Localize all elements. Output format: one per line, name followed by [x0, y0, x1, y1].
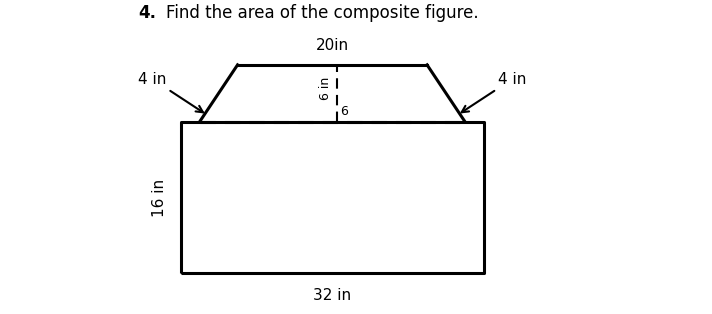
Text: 16 in: 16 in — [152, 178, 167, 217]
Text: 6: 6 — [340, 105, 347, 118]
Text: Find the area of the composite figure.: Find the area of the composite figure. — [167, 4, 479, 22]
Text: 6 in: 6 in — [319, 77, 333, 100]
Text: 20in: 20in — [315, 39, 349, 53]
Text: 4 in: 4 in — [461, 72, 527, 112]
Text: 32 in: 32 in — [313, 288, 352, 302]
Text: 4 in: 4 in — [138, 72, 203, 112]
Text: 4.: 4. — [138, 4, 156, 22]
